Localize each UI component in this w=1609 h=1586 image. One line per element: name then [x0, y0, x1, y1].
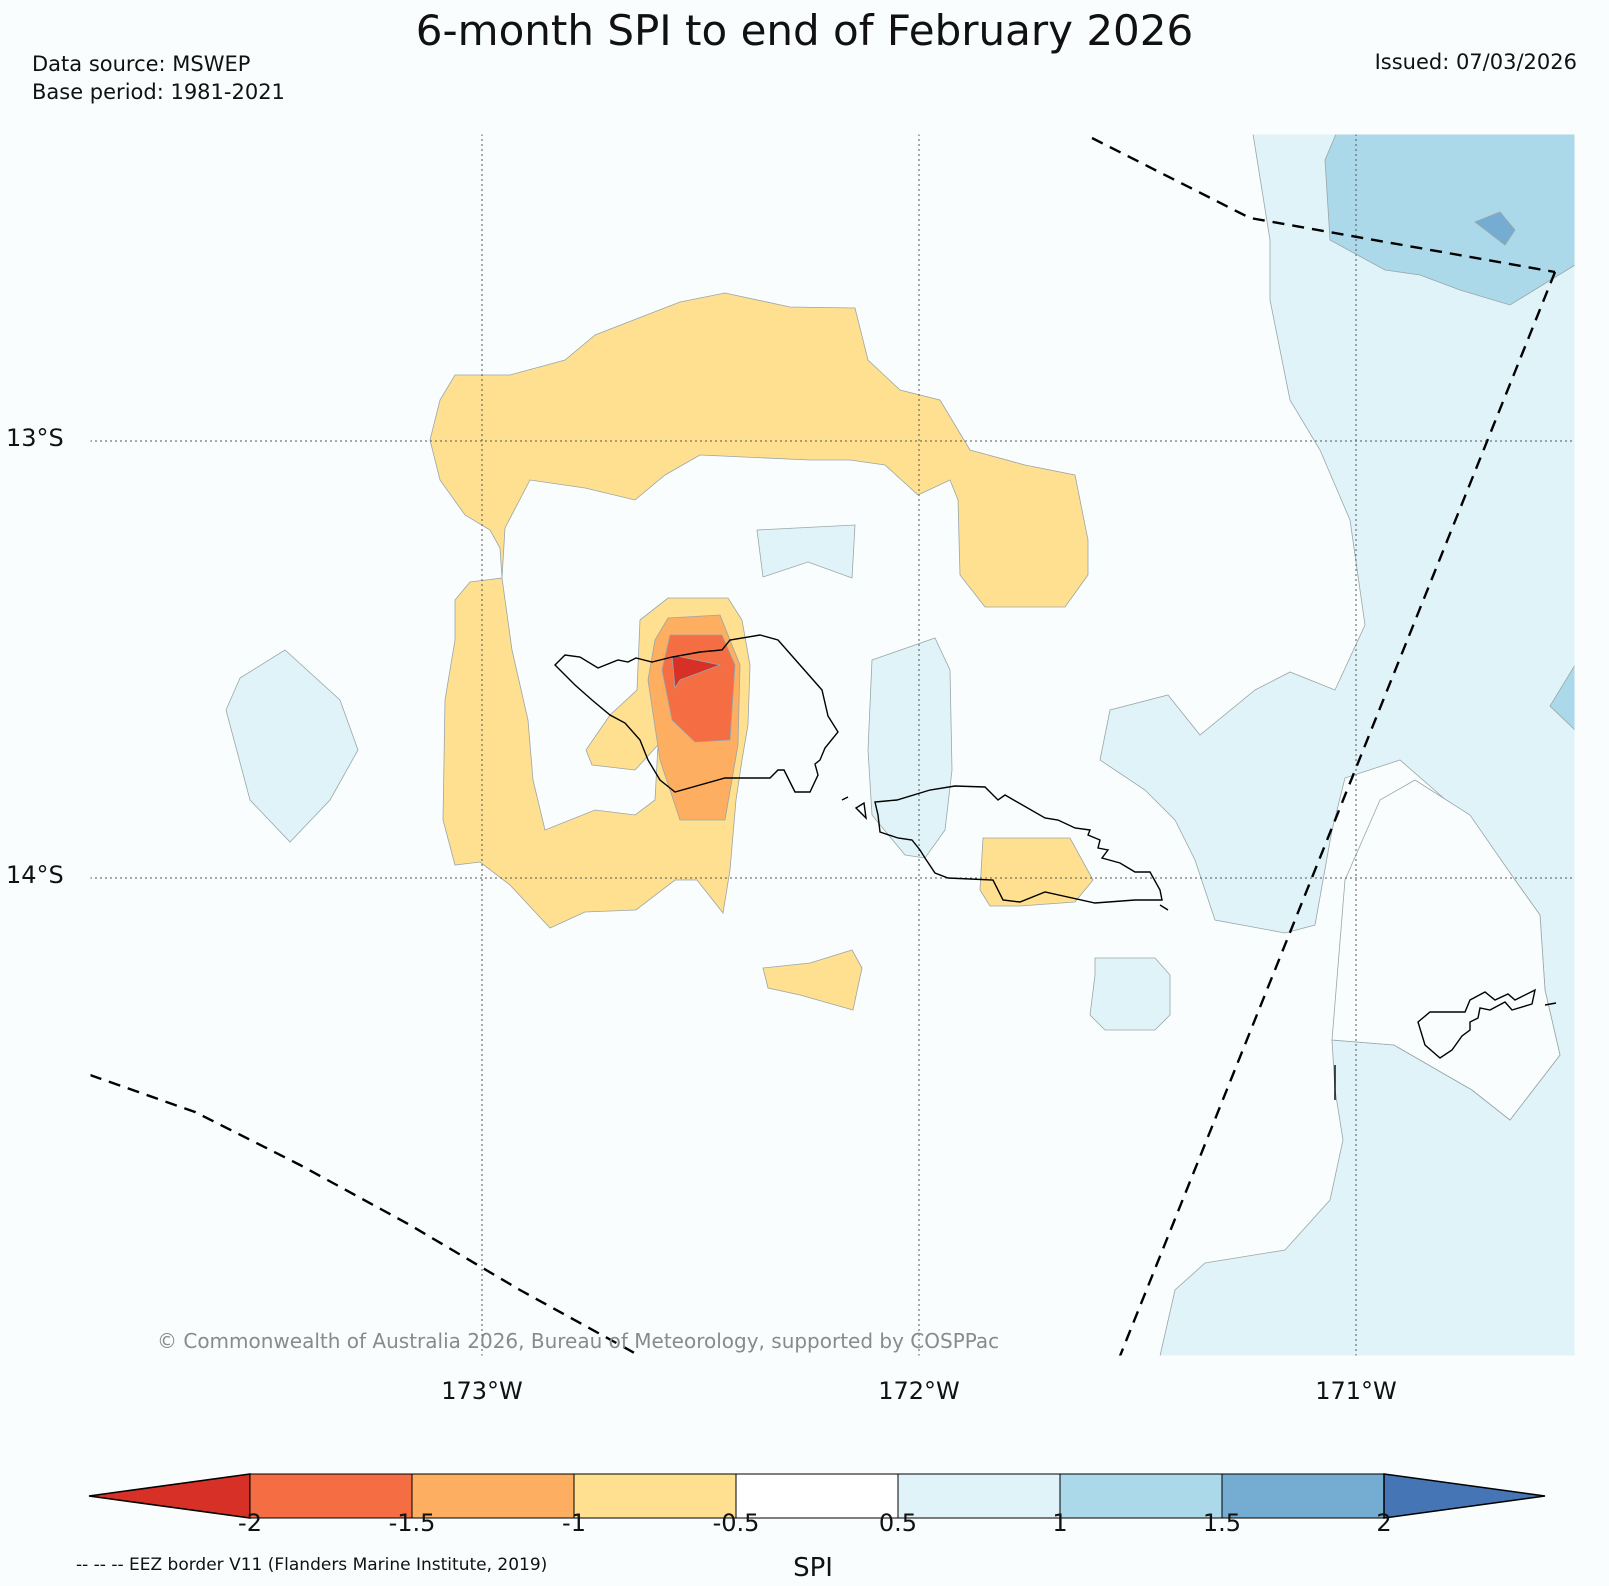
lat-label-14s: 14°S [6, 861, 64, 889]
coastline-tutuila-tip [1544, 1002, 1557, 1006]
graticule [90, 134, 1575, 1356]
colorbar-segment [573, 1473, 737, 1519]
base-period-line: Base period: 1981-2021 [32, 80, 285, 104]
map-title: 6-month SPI to end of February 2026 [415, 6, 1194, 55]
spi-contours [225, 133, 1576, 1357]
colorbar-segment [411, 1473, 575, 1519]
coastline-upolu [874, 785, 1163, 904]
colorbar-segment [1059, 1473, 1223, 1519]
lon-label-172w: 172°W [878, 1377, 960, 1405]
coastline-islet [854, 801, 867, 820]
colorbar-segment [249, 1473, 413, 1519]
contour-wet-south [1089, 957, 1171, 1031]
coastlines [554, 634, 1557, 1100]
data-source-line: Data source: MSWEP [32, 52, 251, 76]
coastline-savaii [554, 634, 839, 793]
issued-date: Issued: 07/03/2026 [1374, 50, 1577, 74]
colorbar-tick: 1 [1052, 1509, 1068, 1537]
eez-borders [89, 136, 1557, 1358]
lat-label-13s: 13°S [6, 424, 64, 452]
contour-dry-extreme [671, 654, 722, 690]
copyright-notice: © Commonwealth of Australia 2026, Bureau… [157, 1329, 1000, 1353]
eez-legend-note: -- -- -- EEZ border V11 (Flanders Marine… [76, 1555, 548, 1575]
coastline-islet-dash [841, 796, 849, 801]
colorbar-extend-high [1383, 1473, 1546, 1519]
data-source-info: Data source: MSWEP Base period: 1981-202… [32, 50, 285, 106]
contour-wet-upolu [867, 637, 953, 859]
colorbar-tick: -1 [562, 1509, 586, 1537]
contour-very-wet-ne [1474, 211, 1516, 246]
colorbar-tick: -2 [238, 1509, 262, 1537]
colorbar-tick: -1.5 [388, 1509, 436, 1537]
colorbar-label: SPI [793, 1553, 833, 1583]
colorbar-segment [1221, 1473, 1385, 1519]
colorbar [88, 1473, 1546, 1519]
contour-normal-pocket-east [1331, 779, 1561, 1121]
colorbar-segment [735, 1473, 899, 1519]
map-frame [89, 133, 1576, 1357]
colorbar-tick: 0.5 [878, 1509, 918, 1537]
contour-wet-center-top [756, 524, 856, 579]
lon-label-173w: 173°W [441, 1377, 523, 1405]
contour-dry-south [762, 949, 863, 1011]
coastline-islet-dash-2 [1159, 904, 1169, 911]
contour-dry-savaii [979, 837, 1094, 907]
colorbar-segment [897, 1473, 1061, 1519]
lon-label-171w: 171°W [1315, 1377, 1397, 1405]
colorbar-tick: -0.5 [712, 1509, 760, 1537]
contour-dry-ring [429, 292, 1089, 929]
contour-wet-west [225, 649, 359, 843]
colorbar-tick: 2 [1376, 1509, 1392, 1537]
colorbar-tick: 1.5 [1202, 1509, 1242, 1537]
coastline-tutuila [1417, 988, 1536, 1059]
contour-wet-east [1099, 133, 1576, 1357]
